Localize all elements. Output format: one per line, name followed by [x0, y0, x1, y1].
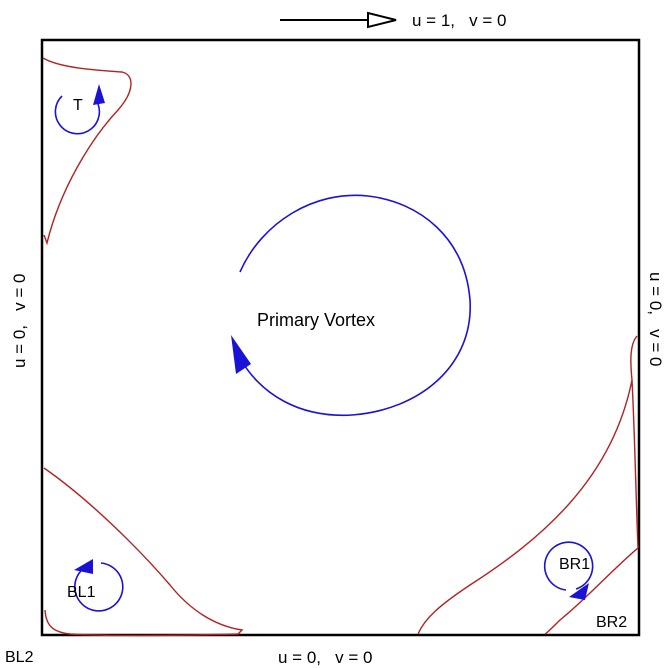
top-left-separatrix: [42, 57, 132, 246]
top-left-vortex: T: [54, 84, 105, 135]
top-left-vortex-label: T: [73, 97, 83, 114]
primary-vortex-label: Primary Vortex: [257, 310, 375, 330]
primary-vortex: Primary Vortex: [231, 194, 471, 417]
bottom-right-vortex: BR1: [543, 541, 594, 600]
left-boundary-label: u = 0, v = 0: [10, 273, 29, 368]
bottom-left-vortex-2-label: BL2: [5, 649, 34, 666]
top-boundary-label: u = 1, v = 0: [412, 11, 507, 30]
lid-velocity-arrow: [280, 11, 397, 29]
bottom-right-corner-separatrix: [544, 379, 639, 635]
cavity-frame: [40, 38, 641, 637]
bottom-right-separatrix: [417, 335, 638, 635]
bottom-left-vortex-1-label: BL1: [67, 584, 96, 601]
bottom-left-vortex: BL1: [67, 559, 124, 612]
bottom-left-separatrix: [43, 467, 244, 637]
bottom-right-vortex-1-label: BR1: [559, 556, 590, 573]
right-boundary-label: u = 0, v = 0: [646, 272, 665, 367]
bottom-boundary-label: u = 0, v = 0: [278, 648, 373, 667]
bottom-right-vortex-2-label: BR2: [596, 614, 627, 631]
